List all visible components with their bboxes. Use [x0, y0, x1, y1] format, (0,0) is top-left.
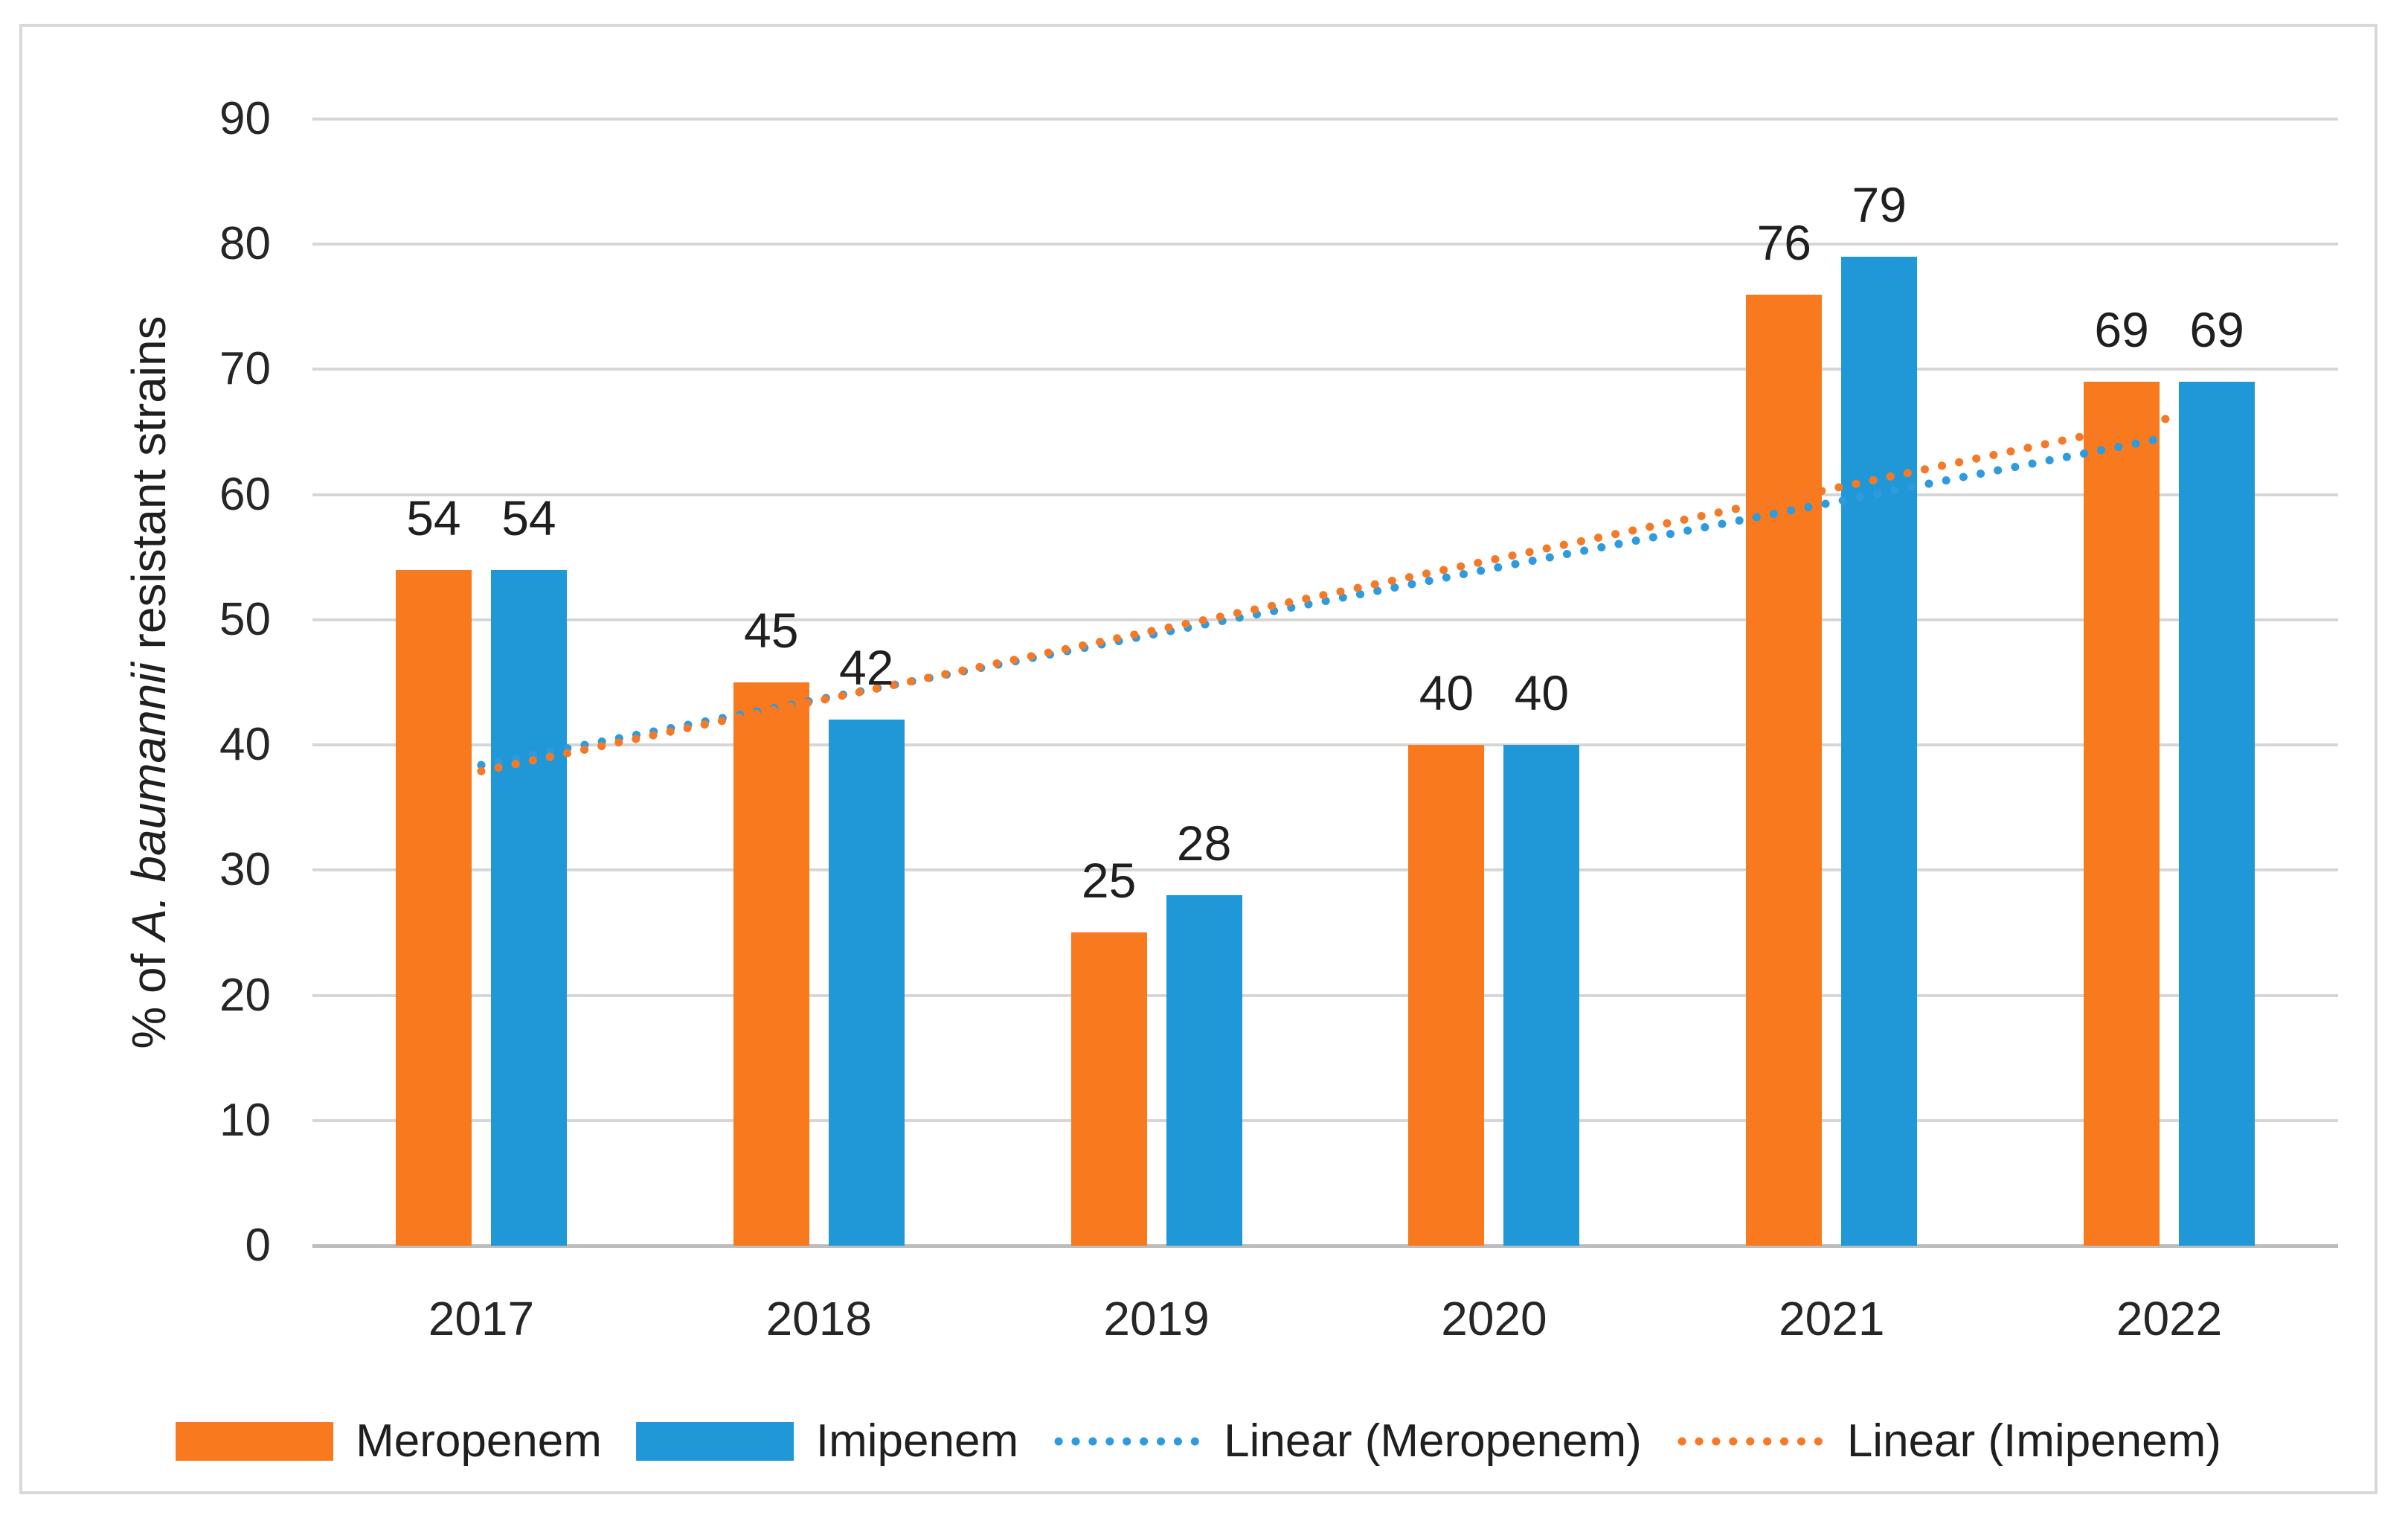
- bar-imipenem-2018: [828, 720, 905, 1246]
- bar-imipenem-2019: [1166, 894, 1242, 1246]
- data-label-meropenem-2018: 45: [744, 603, 799, 658]
- legend-label: Meropenem: [356, 1415, 602, 1467]
- bar-imipenem-2022: [2179, 382, 2256, 1246]
- legend-bar-swatch-icon: [176, 1422, 334, 1461]
- legend-dotted-swatch-icon: [1054, 1437, 1200, 1446]
- y-tick-label-30: 30: [219, 844, 271, 896]
- bar-imipenem-2017: [490, 569, 567, 1246]
- x-tick-label-2022: 2022: [2116, 1292, 2223, 1345]
- legend: Meropenem Imipenem Linear (Meropenem) Linea…: [176, 1417, 2221, 1466]
- y-tick-label-70: 70: [219, 343, 271, 395]
- data-label-meropenem-2019: 25: [1081, 853, 1137, 909]
- data-label-imipenem-2018: 42: [839, 640, 894, 696]
- data-label-imipenem-2020: 40: [1514, 665, 1570, 721]
- data-label-meropenem-2021: 76: [1756, 214, 1811, 270]
- gridline-80: [312, 243, 2338, 246]
- legend-label: Imipenem: [815, 1415, 1019, 1467]
- bar-meropenem-2017: [395, 569, 472, 1246]
- legend-dotted-swatch-icon: [1677, 1437, 1823, 1446]
- x-tick-label-2020: 2020: [1441, 1292, 1547, 1345]
- y-tick-label-50: 50: [219, 593, 271, 645]
- data-label-meropenem-2022: 69: [2094, 302, 2149, 358]
- y-tick-label-20: 20: [219, 969, 271, 1021]
- y-tick-label-80: 80: [219, 218, 271, 270]
- y-tick-label-40: 40: [219, 719, 271, 771]
- y-tick-label-90: 90: [219, 93, 271, 144]
- gridline-20: [312, 993, 2338, 997]
- legend-label: Linear (Imipenem): [1846, 1415, 2221, 1467]
- y-axis-title: % of A. baumannii resistant strains: [121, 161, 176, 1203]
- chart-frame: % of A. baumannii resistant strains 0 10 2…: [19, 24, 2378, 1494]
- bar-meropenem-2022: [2084, 382, 2160, 1246]
- bar-meropenem-2019: [1070, 932, 1147, 1246]
- bar-imipenem-2020: [1503, 745, 1580, 1246]
- x-tick-label-2017: 2017: [428, 1292, 535, 1345]
- y-axis-title-species: A. baumannii: [122, 662, 176, 941]
- gridline-30: [312, 868, 2338, 872]
- bar-meropenem-2020: [1408, 745, 1485, 1246]
- y-tick-label-60: 60: [219, 468, 271, 520]
- bar-meropenem-2018: [733, 682, 809, 1246]
- data-label-imipenem-2019: 28: [1176, 815, 1232, 871]
- bar-imipenem-2021: [1841, 257, 1918, 1246]
- x-axis-line: [312, 1244, 2338, 1248]
- gridline-50: [312, 618, 2338, 621]
- data-label-meropenem-2020: 40: [1419, 665, 1474, 721]
- gridline-90: [312, 118, 2338, 121]
- gridline-40: [312, 743, 2338, 747]
- bar-meropenem-2021: [1746, 294, 1823, 1246]
- legend-item-linear-imipenem-: Linear (Imipenem): [1676, 1417, 2221, 1466]
- legend-item-linear-meropenem-: Linear (Meropenem): [1053, 1417, 1642, 1466]
- trendlines-layer: [477, 414, 2174, 775]
- data-label-meropenem-2017: 54: [406, 490, 461, 545]
- y-tick-label-0: 0: [245, 1220, 271, 1271]
- gridline-10: [312, 1118, 2338, 1122]
- x-tick-label-2021: 2021: [1779, 1292, 1885, 1345]
- legend-label: Linear (Meropenem): [1224, 1415, 1642, 1467]
- gridline-60: [312, 493, 2338, 496]
- legend-item-meropenem: Meropenem: [176, 1417, 602, 1466]
- x-tick-label-2019: 2019: [1103, 1292, 1210, 1345]
- plot-area: 54 45 25 40 76 69 54 42 28 40 79 69: [312, 118, 2338, 1248]
- y-tick-label-10: 10: [219, 1094, 271, 1146]
- legend-bar-swatch-icon: [635, 1422, 794, 1461]
- data-label-imipenem-2021: 79: [1852, 177, 1907, 233]
- data-label-imipenem-2017: 54: [501, 490, 556, 545]
- gridline-70: [312, 368, 2338, 371]
- legend-item-imipenem: Imipenem: [635, 1415, 1019, 1467]
- x-tick-label-2018: 2018: [765, 1292, 872, 1345]
- data-label-imipenem-2022: 69: [2189, 302, 2244, 358]
